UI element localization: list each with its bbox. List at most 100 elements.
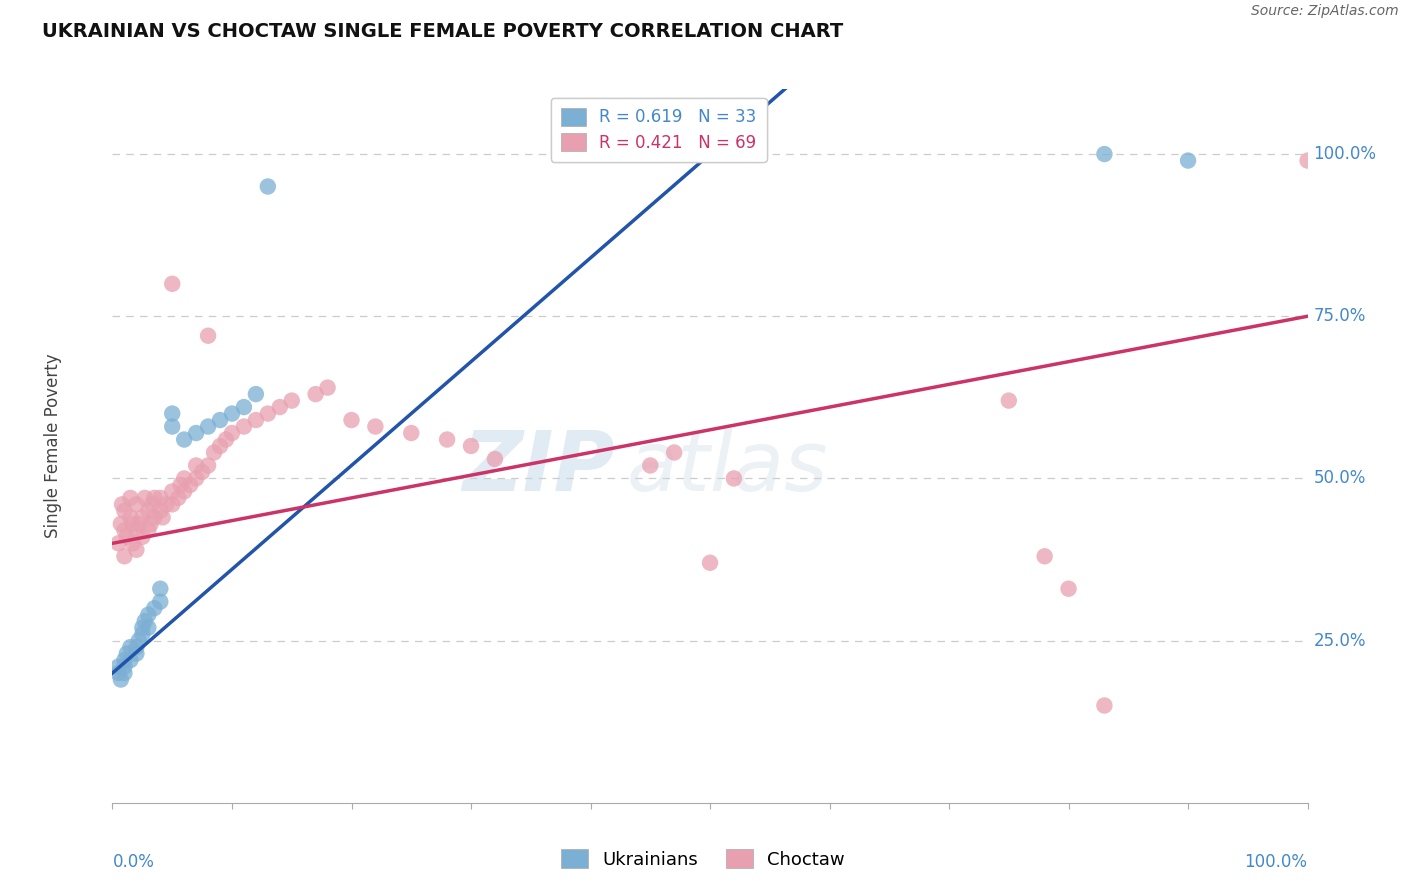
Point xyxy=(141,497,163,511)
Point xyxy=(232,400,256,414)
Point xyxy=(173,471,195,485)
Text: 50.0%: 50.0% xyxy=(1313,469,1367,487)
Point xyxy=(138,504,160,518)
Point xyxy=(197,328,219,343)
Point xyxy=(114,504,135,518)
Legend: Ukrainians, Choctaw: Ukrainians, Choctaw xyxy=(554,841,852,876)
Text: 0.0%: 0.0% xyxy=(112,853,155,871)
Point xyxy=(269,400,291,414)
Point xyxy=(316,381,339,395)
Point xyxy=(304,387,326,401)
Legend: R = 0.619   N = 33, R = 0.421   N = 69: R = 0.619 N = 33, R = 0.421 N = 69 xyxy=(551,97,766,161)
Text: 100.0%: 100.0% xyxy=(1244,853,1308,871)
Point xyxy=(197,419,219,434)
Point xyxy=(134,614,156,628)
Point xyxy=(107,659,129,673)
Point xyxy=(131,510,153,524)
Point xyxy=(111,497,134,511)
Point xyxy=(364,419,387,434)
Point xyxy=(115,530,138,544)
Text: 25.0%: 25.0% xyxy=(1313,632,1367,649)
Point xyxy=(143,601,166,615)
Point xyxy=(114,549,135,564)
Point xyxy=(173,484,195,499)
Point xyxy=(149,595,172,609)
Point xyxy=(143,510,166,524)
Point xyxy=(221,407,243,421)
Point xyxy=(221,425,243,440)
Point xyxy=(107,536,129,550)
Point xyxy=(245,413,267,427)
Text: Single Female Poverty: Single Female Poverty xyxy=(44,354,62,538)
Point xyxy=(167,491,190,505)
Point xyxy=(208,413,231,427)
Point xyxy=(114,653,135,667)
Point xyxy=(152,510,174,524)
Point xyxy=(162,277,183,291)
Point xyxy=(138,621,160,635)
Point xyxy=(1033,549,1056,564)
Point xyxy=(197,458,219,473)
Text: 100.0%: 100.0% xyxy=(1313,145,1376,163)
Point xyxy=(162,497,183,511)
Point xyxy=(155,497,177,511)
Point xyxy=(125,524,148,538)
Point xyxy=(131,530,153,544)
Point xyxy=(125,640,148,654)
Point xyxy=(149,491,172,505)
Point xyxy=(735,147,758,161)
Point xyxy=(128,633,150,648)
Point xyxy=(121,516,143,531)
Point xyxy=(138,607,160,622)
Point xyxy=(215,433,238,447)
Point xyxy=(110,516,132,531)
Point xyxy=(202,445,225,459)
Text: Source: ZipAtlas.com: Source: ZipAtlas.com xyxy=(1251,4,1399,19)
Point xyxy=(186,458,208,473)
Point xyxy=(169,478,191,492)
Point xyxy=(191,465,214,479)
Point xyxy=(232,419,256,434)
Text: UKRAINIAN VS CHOCTAW SINGLE FEMALE POVERTY CORRELATION CHART: UKRAINIAN VS CHOCTAW SINGLE FEMALE POVER… xyxy=(42,22,844,41)
Point xyxy=(120,510,142,524)
Point xyxy=(114,659,135,673)
Text: atlas: atlas xyxy=(626,427,828,508)
Point xyxy=(257,179,280,194)
Point xyxy=(149,504,172,518)
Point xyxy=(114,666,135,681)
Point xyxy=(121,536,143,550)
Point xyxy=(186,425,208,440)
Point xyxy=(139,516,162,531)
Point xyxy=(638,458,662,473)
Point xyxy=(162,484,183,499)
Point xyxy=(436,433,458,447)
Point xyxy=(125,497,148,511)
Point xyxy=(1296,153,1319,168)
Point xyxy=(115,647,138,661)
Point xyxy=(245,387,267,401)
Point xyxy=(128,516,150,531)
Point xyxy=(1092,147,1115,161)
Point xyxy=(120,640,142,654)
Point xyxy=(281,393,304,408)
Point xyxy=(143,491,166,505)
Point xyxy=(998,393,1021,408)
Text: ZIP: ZIP xyxy=(461,427,614,508)
Point xyxy=(120,491,142,505)
Point xyxy=(1057,582,1080,596)
Point xyxy=(131,627,153,641)
Text: 75.0%: 75.0% xyxy=(1313,307,1367,326)
Point xyxy=(1092,698,1115,713)
Point xyxy=(699,556,721,570)
Point xyxy=(110,673,132,687)
Point xyxy=(484,452,506,467)
Point xyxy=(162,407,183,421)
Point xyxy=(138,524,160,538)
Point xyxy=(401,425,423,440)
Point xyxy=(125,647,148,661)
Point xyxy=(107,666,129,681)
Point xyxy=(179,478,201,492)
Point xyxy=(162,419,183,434)
Point xyxy=(340,413,363,427)
Point xyxy=(131,621,153,635)
